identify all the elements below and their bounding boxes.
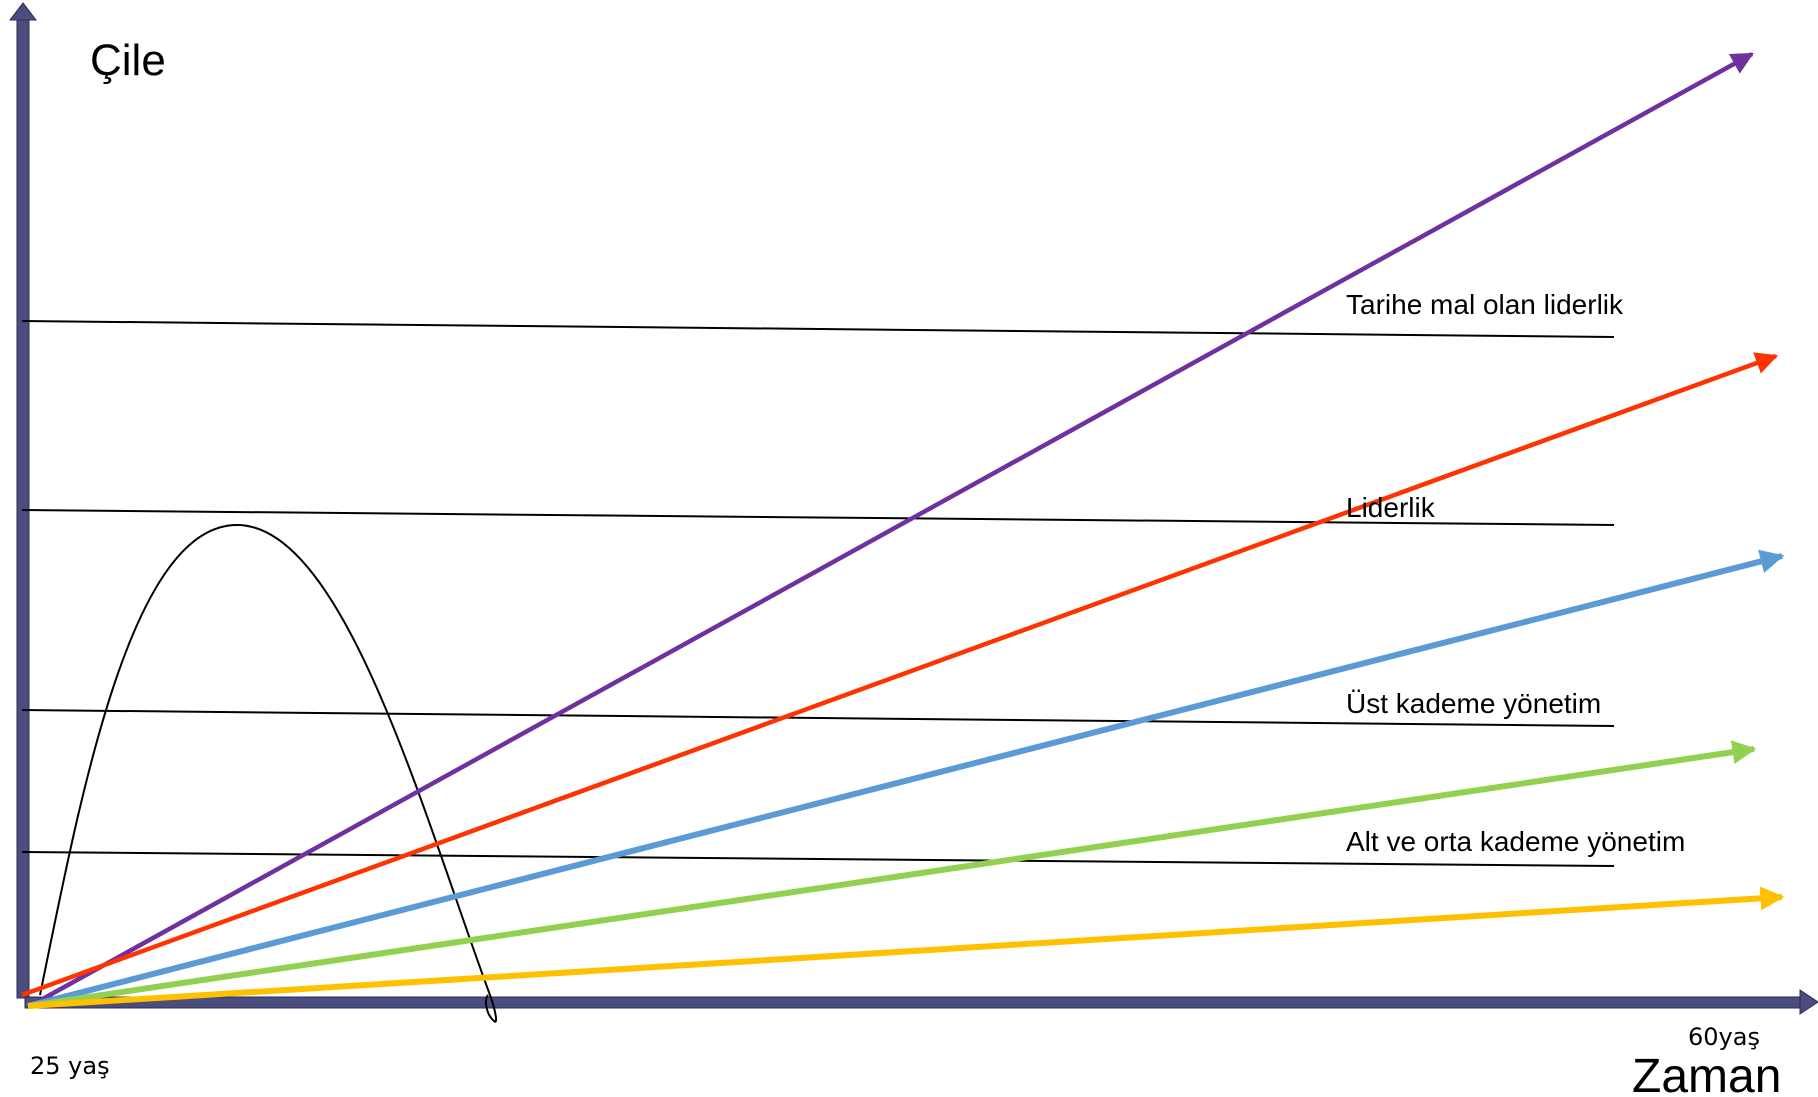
x-end-label: 60yaş <box>1688 1023 1760 1051</box>
bell-curve <box>39 523 498 1023</box>
level-line-3 <box>21 509 1615 526</box>
level-label-4: Tarihe mal olan liderlik <box>1346 289 1624 320</box>
level-line-1 <box>21 851 1615 867</box>
level-label-3: Liderlik <box>1346 492 1436 523</box>
y-axis <box>8 2 38 999</box>
arrow-purple <box>28 52 1754 1008</box>
x-axis <box>24 989 1818 1015</box>
level-label-1: Alt ve orta kademe yönetim <box>1346 826 1685 857</box>
x-axis-label: Zaman <box>1632 1050 1781 1097</box>
y-axis-label: Çile <box>90 36 166 85</box>
level-label-2: Üst kademe yönetim <box>1346 688 1601 719</box>
arrow-green <box>27 740 1757 1009</box>
arrow-blue <box>27 549 1785 1009</box>
level-line-2 <box>21 709 1615 727</box>
arrow-red <box>21 352 1779 998</box>
arrow-yellow <box>27 886 1785 1009</box>
x-start-label: 25 yaş <box>30 1052 110 1080</box>
level-line-4 <box>21 320 1615 338</box>
